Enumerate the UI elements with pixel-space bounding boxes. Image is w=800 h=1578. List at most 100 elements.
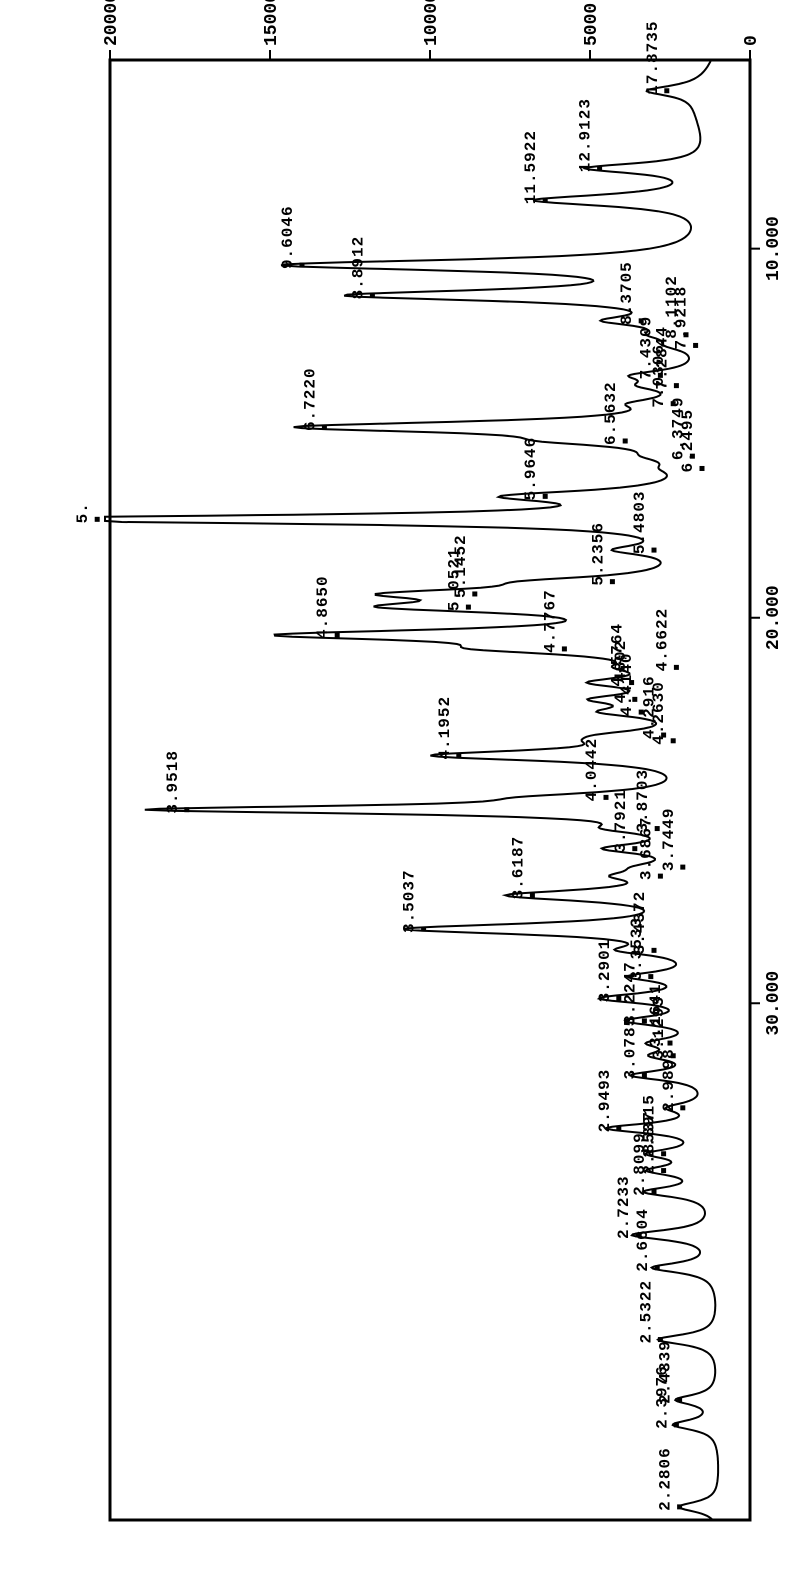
intensity-tick-label: 0	[742, 35, 762, 46]
peak-marker	[562, 646, 567, 651]
peak-marker	[652, 548, 657, 553]
svg-text:4.1952: 4.1952	[436, 696, 454, 760]
intensity-tick-label: 10000	[422, 0, 442, 46]
peak-label: 4.0442	[583, 738, 601, 802]
peak-label: 4.8650	[314, 575, 332, 639]
peak-label: 11.5922	[522, 130, 540, 204]
peak-label: 6.2495	[679, 409, 697, 473]
peak-marker	[472, 591, 477, 596]
svg-text:3.6867: 3.6867	[637, 817, 655, 881]
peak-label: 3.2247	[621, 961, 639, 1025]
svg-text:9.6046: 9.6046	[279, 205, 297, 269]
svg-text:5000: 5000	[582, 3, 602, 46]
svg-text:8.3705: 8.3705	[618, 261, 636, 325]
svg-text:2.9493: 2.9493	[596, 1069, 614, 1133]
peak-label: 2.8099	[631, 1132, 649, 1196]
peak-label: 12.9123	[577, 98, 595, 172]
two-theta-tick-label: 10.000	[764, 216, 784, 281]
svg-text:2.7233: 2.7233	[615, 1175, 633, 1239]
peak-label: 5.9646	[522, 437, 540, 501]
peak-marker	[421, 927, 426, 932]
peak-marker	[300, 263, 305, 268]
peak-marker	[530, 893, 535, 898]
peak-label: 3.0785	[621, 1016, 639, 1080]
svg-text:5.0521: 5.0521	[445, 547, 463, 611]
peak-marker	[674, 383, 679, 388]
svg-text:3.7449: 3.7449	[660, 807, 678, 871]
svg-text:6.2495: 6.2495	[679, 409, 697, 473]
svg-text:3.2901: 3.2901	[596, 939, 614, 1003]
peak-marker	[658, 874, 663, 879]
peak-marker	[652, 1189, 657, 1194]
peak-marker	[680, 865, 685, 870]
peak-label: 4.7767	[541, 589, 559, 653]
peak-label: 17.8735	[644, 21, 662, 95]
svg-text:3.6187: 3.6187	[509, 836, 527, 900]
svg-text:0: 0	[742, 35, 762, 46]
intensity-tick-label: 15000	[262, 0, 282, 46]
svg-text:4.4140: 4.4140	[618, 652, 636, 716]
peak-label: 3.9518	[164, 750, 182, 814]
svg-text:2.6604: 2.6604	[634, 1208, 652, 1272]
peak-marker	[693, 343, 698, 348]
peak-marker	[604, 795, 609, 800]
peak-marker	[652, 948, 657, 953]
peak-label: 5.4803	[631, 490, 649, 554]
svg-text:5.9646: 5.9646	[522, 437, 540, 501]
svg-text:4.7767: 4.7767	[541, 589, 559, 653]
svg-text:17.8735: 17.8735	[644, 21, 662, 95]
svg-text:10000: 10000	[422, 0, 442, 46]
svg-text:4.6622: 4.6622	[653, 608, 671, 672]
peak-marker	[700, 466, 705, 471]
svg-text:15000: 15000	[262, 0, 282, 46]
peak-marker	[543, 198, 548, 203]
peak-label: 5.0521	[445, 547, 463, 611]
svg-text:7.9218: 7.9218	[673, 286, 691, 350]
peak-label: 4.1952	[436, 696, 454, 760]
svg-text:2.2806: 2.2806	[657, 1447, 675, 1511]
peak-marker	[674, 665, 679, 670]
peak-label: 3.2901	[596, 939, 614, 1003]
peak-label: 5.2356	[589, 522, 607, 586]
peak-label: 4.2630	[650, 681, 668, 745]
svg-text:6.7220: 6.7220	[301, 367, 319, 431]
peak-label: 5.	[74, 502, 92, 523]
peak-marker	[677, 1504, 682, 1509]
two-theta-tick-label: 20.000	[764, 585, 784, 650]
peak-marker	[322, 425, 327, 430]
svg-text:3.7921: 3.7921	[612, 789, 630, 853]
peak-marker	[668, 1041, 673, 1046]
peak-marker	[648, 974, 653, 979]
peak-label: 3.6187	[509, 836, 527, 900]
peak-marker	[456, 753, 461, 758]
peak-label: 8.8912	[349, 236, 367, 300]
svg-text:30.000: 30.000	[764, 971, 784, 1036]
peak-marker	[674, 1422, 679, 1427]
svg-text:5.2356: 5.2356	[589, 522, 607, 586]
svg-text:7.0306: 7.0306	[650, 344, 668, 408]
peak-marker	[680, 1105, 685, 1110]
peak-label: 2.6604	[634, 1208, 652, 1272]
peak-marker	[370, 293, 375, 298]
peak-marker	[616, 1126, 621, 1131]
svg-text:4.0442: 4.0442	[583, 738, 601, 802]
svg-text:5.4803: 5.4803	[631, 490, 649, 554]
svg-text:3.0785: 3.0785	[621, 1016, 639, 1080]
peak-marker	[466, 605, 471, 610]
peak-label: 7.0306	[650, 344, 668, 408]
peak-label: 6.7220	[301, 367, 319, 431]
peak-marker	[597, 166, 602, 171]
peak-label: 4.6622	[653, 608, 671, 672]
intensity-tick-label: 20000	[102, 0, 122, 46]
svg-text:10.000: 10.000	[764, 216, 784, 281]
diffractogram-chart: 0 5000 10000 15000 20000 10.000 20.000 30.000 17…	[0, 0, 800, 1578]
peak-label: 3.6867	[637, 817, 655, 881]
svg-text:20.000: 20.000	[764, 585, 784, 650]
svg-text:4.2630: 4.2630	[650, 681, 668, 745]
svg-text:5.: 5.	[74, 502, 92, 523]
peak-marker	[610, 579, 615, 584]
peak-label: 2.9898	[660, 1048, 678, 1112]
peak-label: 9.6046	[279, 205, 297, 269]
peak-marker	[661, 1151, 666, 1156]
peak-label: 3.7449	[660, 807, 678, 871]
